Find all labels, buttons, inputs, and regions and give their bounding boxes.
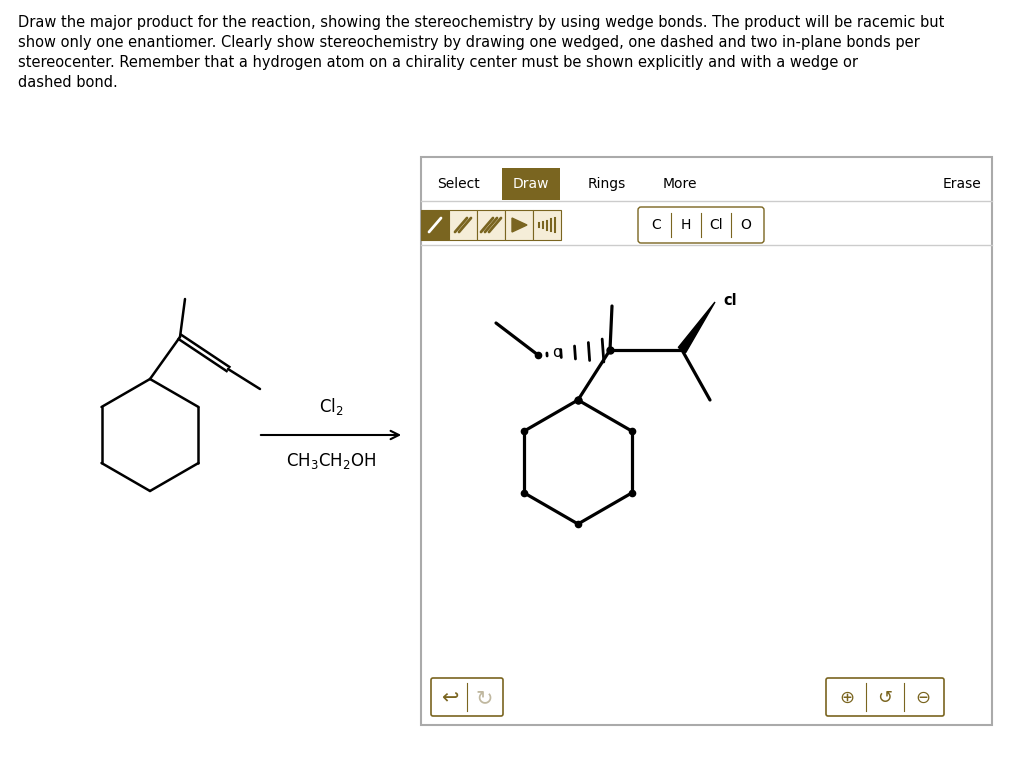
Bar (421, 210, 449, 240)
Bar (449, 210, 477, 240)
Polygon shape (678, 302, 715, 352)
Text: ↺: ↺ (878, 689, 893, 707)
Text: cl: cl (723, 293, 736, 307)
Text: Cl: Cl (710, 218, 723, 232)
Bar (502, 168, 560, 200)
Text: Cl$_2$: Cl$_2$ (318, 396, 343, 417)
Bar (505, 210, 534, 240)
FancyBboxPatch shape (638, 207, 764, 243)
Text: Select: Select (437, 177, 480, 191)
Text: ⊖: ⊖ (915, 689, 931, 707)
Bar (421, 157, 992, 725)
Text: dashed bond.: dashed bond. (18, 75, 118, 90)
Text: O: O (740, 218, 752, 232)
Text: ↻: ↻ (475, 688, 493, 708)
Polygon shape (512, 218, 527, 232)
Text: CH$_3$CH$_2$OH: CH$_3$CH$_2$OH (286, 451, 376, 471)
FancyBboxPatch shape (431, 678, 503, 716)
Text: show only one enantiomer. Clearly show stereochemistry by drawing one wedged, on: show only one enantiomer. Clearly show s… (18, 35, 920, 50)
Text: ⊕: ⊕ (840, 689, 855, 707)
Text: More: More (663, 177, 697, 191)
Text: stereocenter. Remember that a hydrogen atom on a chirality center must be shown : stereocenter. Remember that a hydrogen a… (18, 55, 858, 70)
Text: Draw the major product for the reaction, showing the stereochemistry by using we: Draw the major product for the reaction,… (18, 15, 944, 30)
Text: H: H (681, 218, 691, 232)
Bar (534, 210, 561, 240)
Text: Erase: Erase (943, 177, 981, 191)
Text: ↩: ↩ (441, 688, 459, 708)
FancyBboxPatch shape (826, 678, 944, 716)
Text: Draw: Draw (513, 177, 549, 191)
Bar (477, 210, 505, 240)
Text: o: o (552, 345, 561, 359)
Text: Rings: Rings (588, 177, 626, 191)
Text: C: C (651, 218, 660, 232)
